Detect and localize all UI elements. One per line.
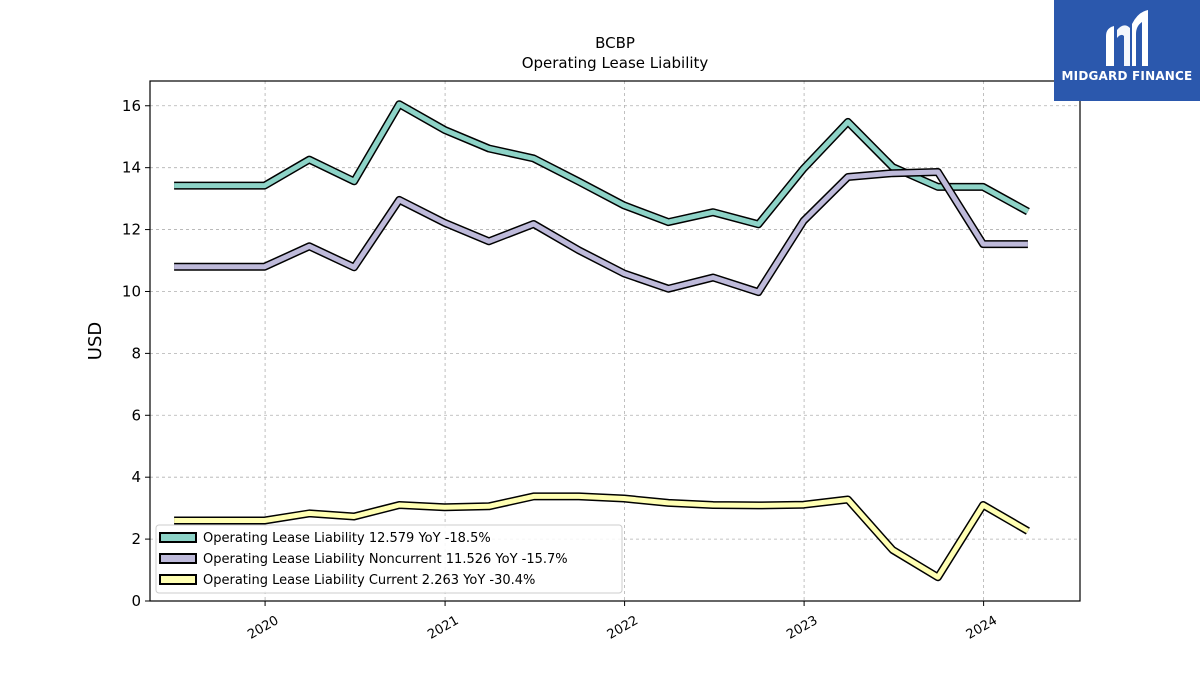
legend-swatch (159, 553, 197, 564)
brand-logo: MIDGARD FINANCE (1054, 0, 1200, 101)
y-tick-label: 16 (122, 97, 141, 115)
legend-swatch (159, 532, 197, 543)
series-lines (174, 100, 1030, 582)
y-tick-label: 12 (122, 221, 141, 239)
y-tick-label: 0 (131, 592, 141, 610)
brand-name: MIDGARD FINANCE (1061, 69, 1193, 83)
y-tick-label: 4 (131, 468, 141, 486)
y-tick-label: 8 (131, 344, 141, 362)
plot-frame (149, 80, 1081, 602)
x-axis-ticks: 2020 2021 2022 2023 2024 (245, 601, 1000, 643)
y-tick-label: 2 (131, 530, 141, 548)
legend-label: Operating Lease Liability Noncurrent 11.… (203, 552, 568, 567)
series-line (174, 101, 1030, 227)
y-axis-label: USD (85, 322, 106, 360)
x-tick-label: 2020 (245, 613, 281, 643)
legend: Operating Lease Liability 12.579 YoY -18… (155, 524, 623, 594)
y-axis-ticks: 0 2 4 6 8 10 12 14 16 (122, 97, 150, 610)
legend-box (155, 524, 623, 594)
chart-subtitle: Operating Lease Liability (522, 54, 709, 72)
x-tick-label: 2024 (964, 613, 1000, 643)
y-tick-label: 6 (131, 406, 141, 424)
y-tick-label: 14 (122, 159, 141, 177)
x-tick-label: 2022 (605, 613, 641, 643)
legend-swatch (159, 574, 197, 585)
series-line (174, 169, 1028, 295)
chart-title: BCBP (595, 34, 635, 52)
grid-lines (150, 81, 1080, 602)
y-tick-label: 10 (122, 282, 141, 300)
legend-label: Operating Lease Liability 12.579 YoY -18… (203, 531, 491, 546)
series-line (174, 493, 1030, 580)
midgard-logo-icon (1106, 10, 1148, 66)
x-tick-label: 2021 (425, 613, 461, 643)
x-tick-label: 2023 (784, 613, 820, 643)
legend-label: Operating Lease Liability Current 2.263 … (203, 573, 535, 588)
